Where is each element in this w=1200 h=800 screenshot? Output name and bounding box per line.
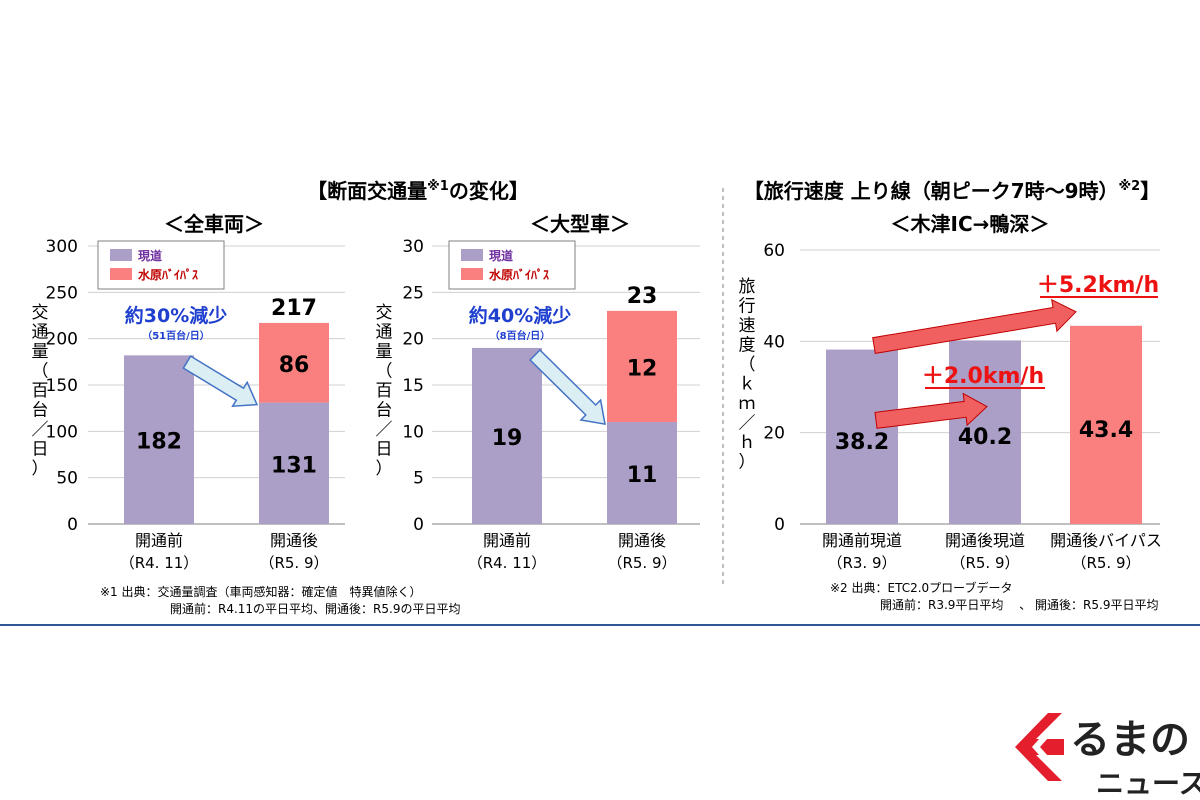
- bar-value-label: 86: [279, 353, 310, 378]
- decrease-arrow-icon: [182, 355, 259, 408]
- bar-current-road: [472, 347, 542, 524]
- footnote-2-line2: 開通前：R3.9平日平均 、 開通後：R5.9平日平均: [880, 597, 1158, 612]
- chart-all-vehicles: ＜全車両＞ 0 50 100 150 200 250 300 交通量（百台／日） 開通前 （R4. …: [32, 212, 345, 572]
- reduction-annotation: 約40%減少: [469, 304, 571, 327]
- legend-swatch-current: [461, 249, 483, 261]
- footnote-1-line2: 開通前：R4.11の平日平均、開通後：R5.9の平日平均: [170, 601, 460, 616]
- decrease-arrow-icon: [529, 348, 606, 426]
- x-category-sublabel: （R5. 9）: [1071, 554, 1140, 572]
- legend-swatch-bypass: [110, 268, 132, 280]
- y-axis-label: 交通量（百台／日）: [32, 303, 49, 479]
- bar-current-road: [259, 402, 329, 524]
- x-category-label: 開通前: [483, 531, 531, 550]
- bar-value-label: 131: [271, 453, 317, 478]
- y-tick-label: 0: [67, 515, 78, 535]
- speed-increase-label: ＋5.2km/h: [1037, 273, 1159, 298]
- chart-subtitle: ＜木津IC→鴨深＞: [891, 212, 1050, 236]
- bar-value-label: 12: [627, 356, 658, 381]
- legend-label-current: 現道: [138, 248, 162, 263]
- chart-travel-speed: ＜木津IC→鴨深＞ 0 20 40 60 旅行速度（ｋｍ／ｈ） 開通前現道 （R3. 9） 開通…: [739, 212, 1162, 572]
- x-category-label: 開通前: [135, 531, 183, 550]
- chart-large-vehicles: ＜大型車＞ 0 5 10 15 20 25 30 交通量（百台／日） 開通前 （R4. 11） 開通後…: [376, 212, 700, 572]
- y-tick-label: 10: [402, 422, 424, 442]
- bar-bypass: [259, 322, 329, 403]
- y-tick-label: 5: [413, 469, 424, 489]
- bar-current-road: [607, 422, 677, 524]
- logo-chevron-inner-icon: [1031, 727, 1055, 767]
- legend-label-bypass: 水原ﾊﾞｲﾊﾟｽ: [138, 267, 198, 282]
- x-category-label: 開通後: [618, 531, 666, 550]
- increase-arrow-icon: [874, 392, 988, 429]
- x-category-sublabel: （R5. 9）: [950, 554, 1019, 572]
- x-category-sublabel: （R3. 9）: [827, 554, 896, 572]
- increase-arrow-icon: [872, 298, 1077, 354]
- bar-current-road: [124, 355, 194, 524]
- x-category-label: 開通前現道: [822, 531, 902, 550]
- y-tick-label: 250: [46, 283, 78, 303]
- reduction-annotation-sub: （8百台/日）: [490, 329, 551, 342]
- bar-value-label: 43.4: [1079, 418, 1133, 443]
- x-category-sublabel: （R5. 9）: [607, 554, 676, 572]
- y-tick-label: 150: [46, 376, 78, 396]
- footnote-2-line1: ※2 出典：ETC2.0プローブデータ: [830, 580, 1012, 595]
- y-tick-label: 60: [763, 241, 785, 261]
- footnote-1-line1: ※1 出典：交通量調査（車両感知器：確定値 特異値除く）: [100, 584, 422, 599]
- chart-subtitle: ＜大型車＞: [530, 212, 630, 236]
- speed-increase-label: ＋2.0km/h: [922, 364, 1044, 389]
- x-category-sublabel: （R4. 11）: [120, 554, 199, 572]
- bar-value-label: 40.2: [958, 425, 1012, 450]
- x-category-sublabel: （R5. 9）: [259, 554, 328, 572]
- y-tick-label: 50: [56, 469, 78, 489]
- y-tick-label: 300: [46, 237, 78, 257]
- kuruma-news-logo: るまの ニュース: [1015, 713, 1200, 800]
- logo-text-line1: るまの: [1070, 717, 1190, 763]
- y-axis-label: 旅行速度（ｋｍ／ｈ）: [739, 277, 756, 473]
- y-tick-label: 0: [774, 515, 785, 535]
- y-tick-label: 20: [763, 424, 785, 444]
- right-section-title: 【旅行速度 上り線（朝ピーク7時～9時）※2】: [744, 179, 1160, 203]
- y-tick-label: 20: [402, 330, 424, 350]
- legend-label-bypass: 水原ﾊﾞｲﾊﾟｽ: [489, 267, 549, 282]
- bar-value-label: 11: [627, 463, 658, 488]
- y-tick-label: 25: [402, 283, 424, 303]
- x-category-label: 開通後バイパス: [1050, 531, 1162, 550]
- bar-value-label: 182: [136, 430, 182, 455]
- x-category-label: 開通後: [270, 531, 318, 550]
- reduction-annotation: 約30%減少: [125, 304, 227, 327]
- bar-total-label: 217: [271, 296, 317, 321]
- y-tick-label: 100: [46, 422, 78, 442]
- bar-value-label: 38.2: [835, 430, 889, 455]
- bar-total-label: 23: [627, 284, 658, 309]
- y-tick-label: 40: [763, 332, 785, 352]
- bar-bypass: [607, 310, 677, 423]
- legend-label-current: 現道: [489, 248, 513, 263]
- bar-speed: [1070, 325, 1142, 524]
- bar-speed: [949, 340, 1021, 524]
- y-tick-label: 200: [46, 330, 78, 350]
- x-category-sublabel: （R4. 11）: [468, 554, 547, 572]
- y-tick-label: 30: [402, 237, 424, 257]
- x-category-label: 開通後現道: [945, 531, 1025, 550]
- legend-swatch-bypass: [461, 268, 483, 280]
- bar-speed: [826, 349, 898, 524]
- left-section-title: 【断面交通量※1の変化】: [307, 179, 529, 203]
- y-axis-label: 交通量（百台／日）: [376, 303, 393, 479]
- bar-value-label: 19: [492, 426, 523, 451]
- chart-subtitle: ＜全車両＞: [164, 212, 264, 236]
- y-tick-label: 0: [413, 515, 424, 535]
- y-tick-label: 15: [402, 376, 424, 396]
- legend-swatch-current: [110, 249, 132, 261]
- reduction-annotation-sub: （51百台/日）: [142, 329, 210, 342]
- logo-text-line2: ニュース: [1096, 767, 1200, 800]
